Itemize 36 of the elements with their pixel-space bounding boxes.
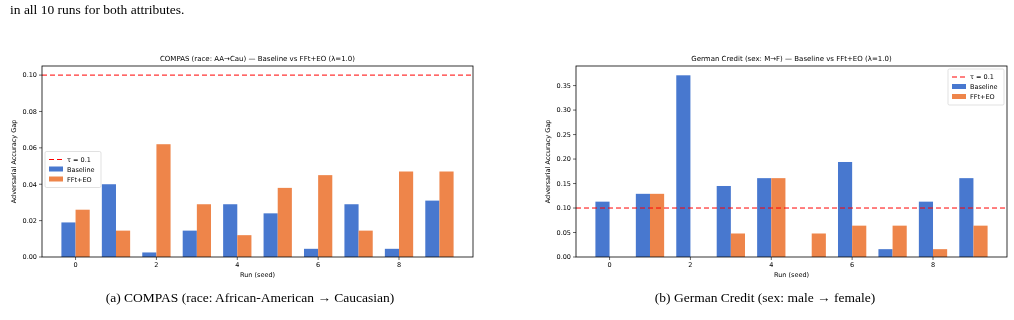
bar (358, 230, 373, 257)
bar (237, 235, 252, 257)
bar (223, 204, 238, 257)
bar (182, 230, 197, 257)
bar (878, 249, 893, 257)
text: (a) COMPAS (race: African-American → Caucasian) (105, 290, 395, 305)
bar (959, 178, 974, 257)
bar (263, 213, 278, 257)
bar (115, 230, 131, 257)
bar (399, 171, 414, 257)
bar (425, 200, 440, 257)
bar (838, 161, 853, 257)
bar (277, 187, 292, 257)
bar (439, 171, 454, 257)
bar (730, 233, 745, 257)
text: (b) German Credit (sex: male → female) (654, 290, 876, 305)
bar (61, 222, 76, 257)
bar (973, 225, 988, 257)
bar (676, 75, 691, 257)
bar (595, 201, 610, 257)
bar (75, 209, 90, 257)
bar (344, 204, 359, 257)
text: in all 10 runs for both attributes. (10, 2, 185, 17)
bar (318, 175, 333, 257)
bar (892, 225, 907, 257)
bar (811, 233, 826, 257)
bar (101, 184, 116, 257)
bar (156, 144, 171, 257)
bar (649, 193, 665, 257)
bar (635, 193, 650, 257)
bar (196, 204, 211, 257)
bar (918, 201, 934, 257)
bar (757, 178, 772, 257)
bar (852, 225, 867, 257)
bar (716, 185, 731, 257)
bar (771, 178, 786, 257)
